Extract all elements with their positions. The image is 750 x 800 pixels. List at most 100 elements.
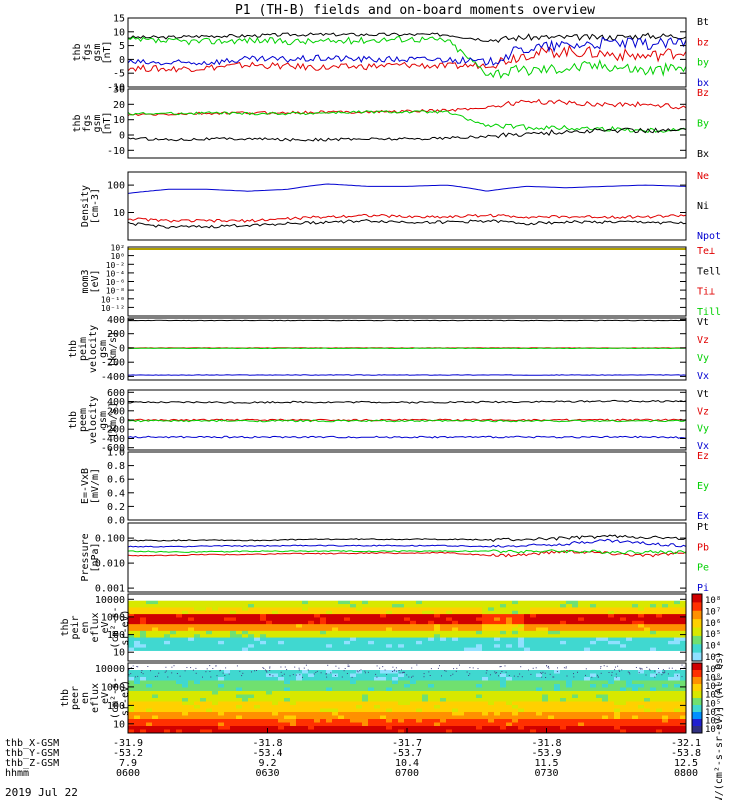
- spectrogram-speck: [298, 669, 300, 671]
- spectrogram-cell: [596, 630, 603, 635]
- spectrogram-cell: [608, 670, 615, 674]
- spectrogram-cell: [440, 627, 447, 632]
- spectrogram-cell: [134, 617, 141, 622]
- spectrogram-cell: [272, 620, 279, 625]
- spectrogram-cell: [632, 712, 639, 716]
- spectrogram-cell: [182, 729, 189, 734]
- spectrogram-cell: [194, 650, 201, 655]
- spectrogram-cell: [242, 604, 249, 608]
- spectrogram-cell: [224, 594, 231, 598]
- spectrogram-cell: [650, 705, 657, 709]
- spectrogram-cell: [242, 705, 249, 709]
- spectrogram-cell: [638, 610, 645, 615]
- spectrogram-cell: [458, 712, 465, 716]
- spectrogram-cell: [620, 594, 627, 598]
- spectrogram-cell: [278, 729, 285, 734]
- spectrogram-cell: [404, 604, 411, 608]
- spectrogram-cell: [332, 637, 339, 642]
- spectrogram-speck: [627, 671, 629, 673]
- spectrogram-cell: [284, 640, 291, 645]
- spectrogram-cell: [458, 607, 465, 612]
- spectrogram-cell: [446, 610, 453, 615]
- spectrogram-cell: [260, 644, 267, 648]
- spectrogram-cell: [638, 654, 645, 659]
- spectrogram-cell: [644, 647, 651, 652]
- spectrogram-cell: [410, 705, 417, 709]
- spectrogram-cell: [476, 726, 483, 730]
- spectrogram-cell: [584, 677, 591, 681]
- y-tick-label: 10⁻²: [106, 261, 125, 270]
- spectrogram-cell: [248, 597, 255, 602]
- spectrogram-cell: [404, 627, 411, 632]
- spectrogram-cell: [164, 670, 171, 674]
- spectrogram-cell: [302, 640, 309, 645]
- spectrogram-cell: [260, 640, 267, 645]
- spectrogram-cell: [332, 670, 339, 674]
- spectrogram-cell: [290, 729, 297, 734]
- spectrogram-cell: [668, 677, 675, 681]
- spectrogram-cell: [224, 650, 231, 655]
- spectrogram-cell: [566, 650, 573, 655]
- spectrogram-cell: [578, 624, 585, 628]
- series-line-vt: [127, 399, 687, 404]
- spectrogram-cell: [206, 647, 213, 652]
- spectrogram-cell: [506, 627, 513, 632]
- spectrogram-cell: [668, 705, 675, 709]
- spectrogram-cell: [446, 722, 453, 727]
- spectrogram-cell: [674, 630, 681, 635]
- spectrogram-cell: [368, 684, 375, 688]
- spectrogram-cell: [656, 708, 663, 713]
- spectrogram-cell: [470, 670, 477, 674]
- spectrogram-cell: [194, 624, 201, 628]
- spectrogram-cell: [332, 624, 339, 628]
- spectrogram-cell: [146, 597, 153, 602]
- spectrogram-cell: [248, 729, 255, 734]
- spectrogram-cell: [476, 610, 483, 615]
- spectrogram-cell: [224, 701, 231, 706]
- spectrogram-cell: [626, 594, 633, 598]
- spectrogram-cell: [440, 607, 447, 612]
- spectrogram-cell: [656, 614, 663, 618]
- spectrogram-cell: [530, 597, 537, 602]
- spectrogram-cell: [626, 650, 633, 655]
- spectrogram-cell: [140, 691, 147, 695]
- spectrogram-cell: [578, 627, 585, 632]
- spectrogram-cell: [626, 604, 633, 608]
- spectrogram-cell: [356, 673, 363, 678]
- spectrogram-cell: [380, 604, 387, 608]
- spectrogram-cell: [272, 670, 279, 674]
- spectrogram-cell: [200, 604, 207, 608]
- spectrogram-cell: [134, 719, 141, 723]
- spectrogram-cell: [170, 691, 177, 695]
- spectrogram-cell: [656, 624, 663, 628]
- spectrogram-cell: [134, 614, 141, 618]
- spectrogram-cell: [458, 624, 465, 628]
- spectrogram-cell: [344, 729, 351, 734]
- spectrogram-cell: [626, 729, 633, 734]
- x-axis-row-label: thb_Z-GSM: [5, 758, 59, 769]
- spectrogram-cell: [458, 677, 465, 681]
- spectrogram-cell: [218, 644, 225, 648]
- spectrogram-cell: [452, 705, 459, 709]
- spectrogram-cell: [254, 670, 261, 674]
- spectrogram-cell: [398, 600, 405, 605]
- spectrogram-cell: [218, 610, 225, 615]
- spectrogram-cell: [518, 684, 525, 688]
- spectrogram-cell: [452, 620, 459, 625]
- spectrogram-cell: [554, 684, 561, 688]
- spectrogram-cell: [272, 597, 279, 602]
- spectrogram-cell: [572, 607, 579, 612]
- spectrogram-cell: [614, 617, 621, 622]
- colorbar-swatch: [692, 698, 702, 706]
- spectrogram-cell: [638, 715, 645, 720]
- spectrogram-cell: [452, 663, 459, 667]
- spectrogram-cell: [452, 687, 459, 692]
- spectrogram-cell: [302, 624, 309, 628]
- spectrogram-cell: [578, 705, 585, 709]
- spectrogram-cell: [392, 650, 399, 655]
- spectrogram-cell: [482, 666, 489, 671]
- spectrogram-cell: [488, 617, 495, 622]
- legend-entry: Till: [697, 307, 721, 318]
